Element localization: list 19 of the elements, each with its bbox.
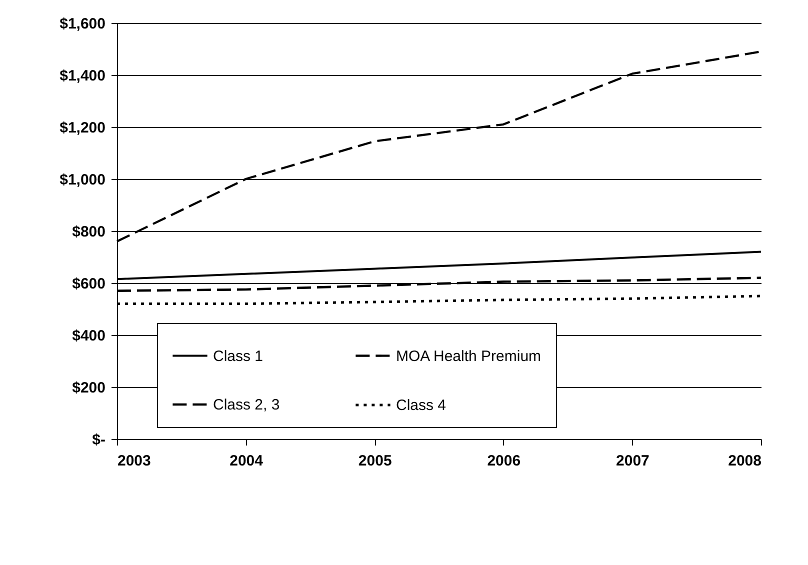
- x-tick-label: 2004: [230, 452, 264, 470]
- legend-label: MOA Health Premium: [396, 348, 542, 365]
- x-tick-label: 2006: [487, 452, 521, 470]
- y-tick-label: $200: [72, 380, 106, 396]
- y-tick-label: $600: [72, 276, 106, 292]
- x-tick-label: 2007: [616, 452, 650, 470]
- legend-label: Class 1: [213, 348, 264, 365]
- x-tick-label: 2008: [728, 452, 762, 470]
- y-tick-label: $1,400: [60, 68, 106, 84]
- x-tick-label: 2005: [358, 452, 392, 470]
- y-tick-label: $1,000: [60, 172, 106, 188]
- x-tick-label: 2003: [118, 452, 151, 470]
- legend-label: Class 2, 3: [213, 396, 280, 414]
- legend-label: Class 4: [396, 397, 446, 414]
- y-tick-label: $-: [92, 432, 106, 448]
- y-tick-label: $800: [72, 224, 106, 240]
- y-tick-label: $1,200: [60, 120, 106, 136]
- y-tick-label: $1,600: [60, 16, 106, 32]
- y-tick-label: $400: [72, 328, 106, 344]
